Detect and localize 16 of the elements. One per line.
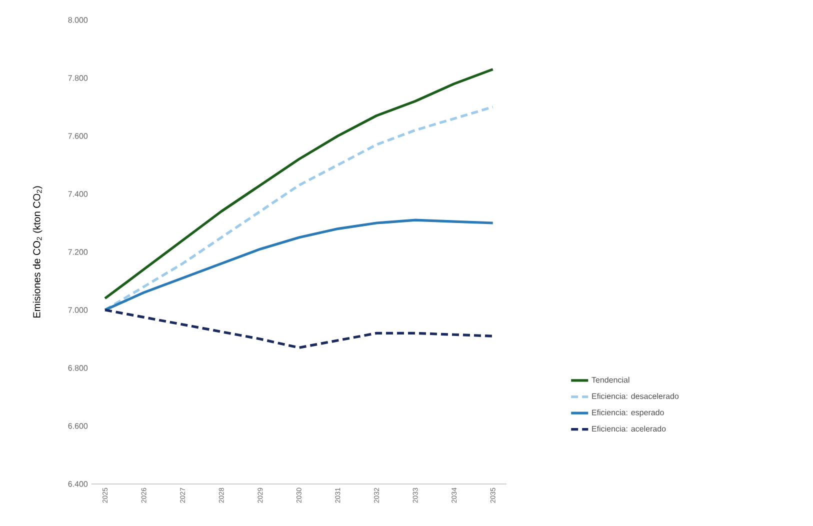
y-tick-label: 8.000 bbox=[68, 17, 88, 23]
legend-label: Eficiencia: acelerado bbox=[592, 426, 666, 432]
line-series bbox=[104, 68, 494, 300]
legend-label: Eficiencia: desacelerado bbox=[592, 393, 679, 399]
y-tick-label: 6.600 bbox=[68, 423, 88, 429]
legend-label: Tendencial bbox=[592, 376, 630, 383]
y-tick-label: 6.800 bbox=[68, 365, 88, 371]
y-tick-label: 6.400 bbox=[68, 481, 88, 487]
y-tick-label: 7.000 bbox=[68, 307, 88, 313]
y-tick-label: 7.800 bbox=[68, 75, 88, 81]
legend-label: Eficiencia: esperado bbox=[592, 409, 664, 417]
y-axis-title: Emisiones de CO$_{2}$ (kton CO$_{2}$) bbox=[32, 186, 42, 318]
y-tick-label: 7.400 bbox=[68, 191, 88, 197]
y-tick-label: 7.600 bbox=[68, 133, 88, 139]
line-series bbox=[104, 218, 494, 312]
y-tick-label: 7.200 bbox=[68, 249, 88, 255]
